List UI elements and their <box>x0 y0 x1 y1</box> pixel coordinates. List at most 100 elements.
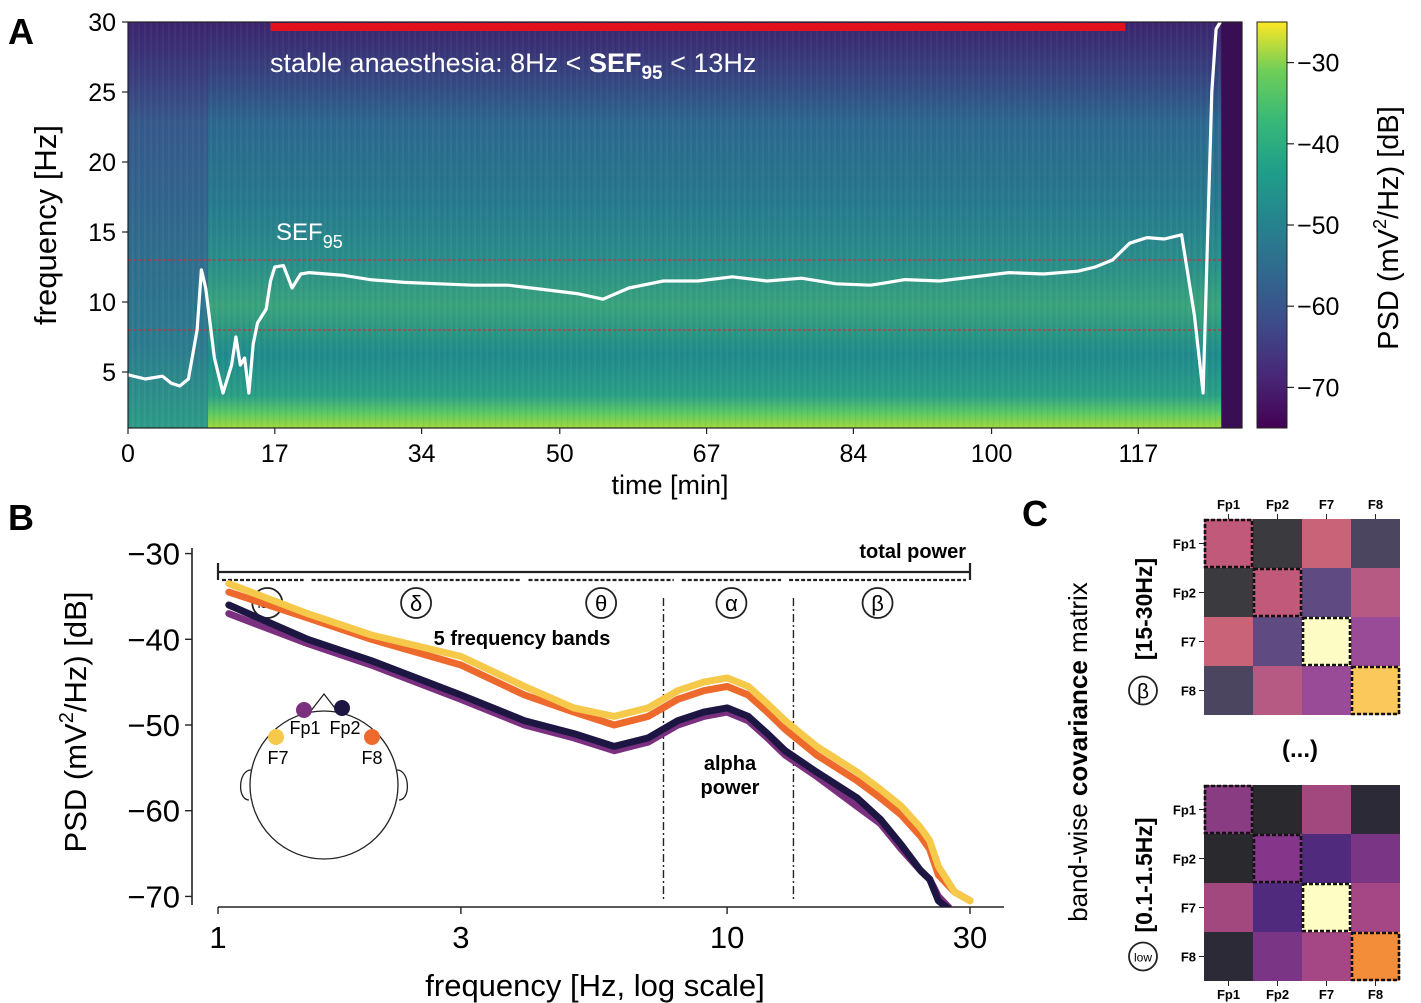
matrix-col-label: Fp1 <box>1217 497 1240 512</box>
y-tick-label-b: −50 <box>127 708 180 743</box>
y-tick-label-a: 20 <box>88 149 116 177</box>
psd-line-fp2 <box>225 601 953 907</box>
covariance-matrix-beta: Fp1 Fp2 F7 F8 Fp1 Fp2 F7 F8 β [15-30Hz] <box>1128 497 1401 716</box>
x-tick-label-b: 3 <box>452 920 469 955</box>
electrode-fp1-dot <box>296 702 312 718</box>
threshold-lines <box>128 259 1222 331</box>
matrix-cell <box>1302 834 1351 883</box>
psd-axes: −30 −40 −50 −60 −70 1 3 10 30 <box>127 537 1004 955</box>
matrix-col-label: F8 <box>1368 987 1383 1002</box>
matrix-col-label: Fp1 <box>1217 987 1240 1002</box>
matrix-diagonal-highlight <box>1203 518 1254 569</box>
matrix-row-label: F7 <box>1181 635 1196 650</box>
alpha-power-label-1: alpha <box>704 753 757 775</box>
psd-series <box>225 580 974 907</box>
matrix-cell <box>1302 883 1351 932</box>
matrix-band-range: [0.1-1.5Hz] <box>1131 817 1157 932</box>
x-tick-label-a: 100 <box>971 440 1013 468</box>
colorbar <box>1256 21 1288 429</box>
y-tick-label-b: −40 <box>127 622 180 657</box>
spectrogram-axes: 0 17 34 50 67 84 100 117 5 10 15 20 25 30 <box>88 9 1158 468</box>
matrix-col-label: F7 <box>1319 497 1334 512</box>
electrode-head-diagram: Fp1 Fp2 F7 F8 <box>239 692 409 860</box>
nose-outline <box>309 692 339 713</box>
y-axis-label-a: frequency [Hz] <box>28 125 63 325</box>
matrix-cell <box>1302 617 1351 666</box>
y-axis-label-b: PSD (mV2/Hz) [dB] <box>56 592 93 853</box>
matrix-cell <box>1351 519 1400 568</box>
x-tick-label-a: 50 <box>546 440 574 468</box>
matrix-col-label: Fp2 <box>1266 987 1289 1002</box>
band-label: β <box>871 591 884 616</box>
colorbar-tick-label: −40 <box>1297 131 1339 159</box>
panel-label-a: A <box>8 11 34 52</box>
psd-line-f8 <box>225 588 974 905</box>
matrix-cell <box>1351 617 1400 666</box>
matrix-row-label: Fp1 <box>1173 803 1196 818</box>
matrix-cell <box>1204 568 1253 617</box>
matrix-cell <box>1302 932 1351 981</box>
matrix-row-label: F7 <box>1181 901 1196 916</box>
matrix-cell <box>1351 785 1400 834</box>
y-tick-label-b: −60 <box>127 794 180 829</box>
y-tick-label-a: 10 <box>88 289 116 317</box>
matrix-diagonal-highlight <box>1203 784 1254 835</box>
y-tick-label-a: 5 <box>102 359 116 387</box>
matrix-row-label: Fp1 <box>1173 537 1196 552</box>
matrix-row-label: F8 <box>1181 950 1196 965</box>
matrix-cell <box>1302 568 1351 617</box>
matrix-cell <box>1204 666 1253 715</box>
matrix-cell <box>1253 568 1302 617</box>
y-tick-label-a: 30 <box>88 9 116 37</box>
panel-label-b: B <box>8 497 34 538</box>
matrix-diagonal-highlight <box>1301 882 1352 933</box>
colorbar-ticks: −30 −40 −50 −60 −70 <box>1287 50 1339 402</box>
matrix-cell <box>1204 785 1253 834</box>
matrix-col-label: F8 <box>1368 497 1383 512</box>
spectrogram-texture <box>128 22 1242 428</box>
x-tick-label-b: 30 <box>953 920 987 955</box>
anaesthesia-annotation: stable anaesthesia: 8Hz < SEF95 < 13Hz <box>270 48 756 84</box>
colorbar-tick-label: −30 <box>1297 50 1339 78</box>
y-tick-label-b: −30 <box>127 537 180 572</box>
x-tick-label-b: 1 <box>209 920 226 955</box>
matrix-band-range: [15-30Hz] <box>1131 558 1157 660</box>
band-label: θ <box>595 591 607 616</box>
right-ear-outline <box>396 769 409 801</box>
spectrogram <box>128 22 1242 428</box>
electrode-f7-dot <box>268 729 284 745</box>
matrix-cell <box>1351 932 1400 981</box>
x-tick-label-a: 117 <box>1118 440 1158 468</box>
band-label: α <box>725 591 738 616</box>
sef95-line <box>128 22 1222 395</box>
matrix-row-label: Fp2 <box>1173 852 1196 867</box>
matrix-ellipsis: (...) <box>1282 736 1318 763</box>
matrix-cell <box>1204 834 1253 883</box>
matrix-col-label: Fp2 <box>1266 497 1289 512</box>
electrode-f8-dot <box>364 729 380 745</box>
matrix-diagonal-highlight <box>1350 665 1401 716</box>
spectrogram-end-segment <box>1221 22 1242 428</box>
matrix-diagonal-highlight <box>1252 833 1303 884</box>
matrix-cell <box>1204 932 1253 981</box>
x-tick-label-a: 17 <box>261 440 289 468</box>
alpha-power-label-2: power <box>701 777 760 799</box>
anaesthesia-period-bar <box>270 23 1126 31</box>
electrode-fp2-dot <box>334 700 350 716</box>
matrix-cell <box>1253 932 1302 981</box>
x-tick-label-b: 10 <box>710 920 744 955</box>
matrix-cell <box>1302 785 1351 834</box>
sef95-label: SEF95 <box>276 219 343 252</box>
matrix-cell <box>1253 785 1302 834</box>
x-tick-label-a: 67 <box>693 440 721 468</box>
x-axis-label-a: time [min] <box>611 470 728 500</box>
matrix-band-symbol: low <box>1134 951 1152 965</box>
matrix-diagonal-highlight <box>1301 616 1352 667</box>
covariance-axis-label: band-wise covariance matrix <box>1063 582 1093 922</box>
alpha-band-lines <box>662 598 795 900</box>
y-tick-label-a: 15 <box>88 219 116 247</box>
matrix-diagonal-highlight <box>1350 931 1401 982</box>
band-labels: low δ θ α β <box>251 587 894 619</box>
y-tick-label-b: −70 <box>127 879 180 914</box>
